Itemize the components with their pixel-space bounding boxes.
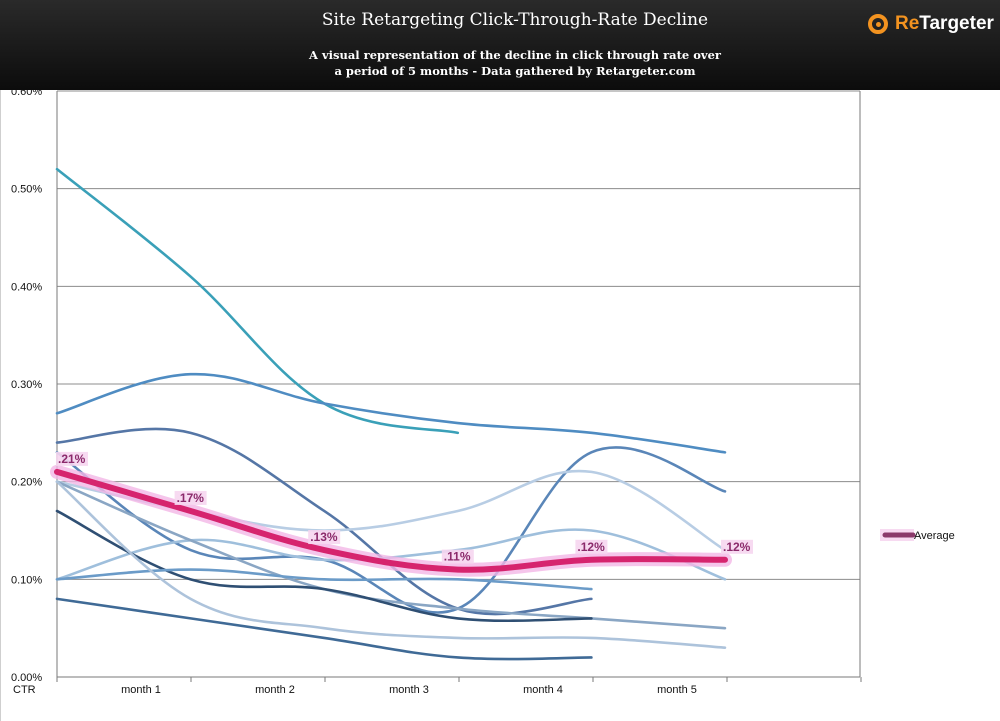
legend-label-average: Average — [914, 530, 955, 542]
average-data-label: .12% — [723, 540, 751, 554]
chart-area: 0.00% 0.10% 0.20% 0.30% 0.40% 0.50% 0.60% CTR mo… — [0, 90, 1000, 721]
chart-title: Site Retargeting Click-Through-Rate Decl… — [321, 10, 709, 30]
logo-prefix: Re — [895, 13, 920, 34]
chart-subtitle-line-1: A visual representation of the decline i… — [309, 48, 721, 62]
chart-header: Site Retargeting Click-Through-Rate Decl… — [0, 0, 1000, 90]
y-tick-label: 0.10% — [11, 574, 42, 586]
series-line-8 — [55, 509, 593, 623]
average-data-label: .13% — [310, 530, 338, 544]
y-tick-label: 0.30% — [11, 379, 42, 391]
average-data-label-bg — [56, 451, 88, 466]
average-data-label-bg — [308, 530, 341, 545]
chart-subtitle: A visual representation of the decline i… — [0, 47, 1000, 79]
chart-subtitle-line-2: a period of 5 months - Data gathered by … — [334, 64, 696, 78]
average-line-glow — [50, 464, 732, 577]
y-tick-label: 0.20% — [11, 477, 42, 489]
series-line-1 — [55, 167, 460, 435]
average-data-label: .17% — [177, 491, 205, 505]
retargeter-logo-icon — [868, 14, 888, 34]
average-data-label-bg — [575, 539, 608, 554]
average-data-label-bg — [721, 539, 753, 554]
y-tick-label: 0.60% — [11, 90, 42, 98]
retargeter-logo-text: ReTargeter — [895, 13, 994, 35]
x-tick-label: month 5 — [657, 684, 697, 696]
x-tick-label: month 3 — [389, 684, 429, 696]
average-data-label-bg — [441, 549, 474, 564]
average-line — [54, 468, 728, 573]
ctr-line-chart: 0.00% 0.10% 0.20% 0.30% 0.40% 0.50% 0.60% CTR mo… — [11, 90, 955, 696]
series-line-11 — [55, 597, 593, 661]
series-line-4 — [55, 446, 727, 614]
series-line-3 — [55, 427, 593, 616]
series-line-7 — [55, 480, 727, 630]
x-tick-label: month 2 — [255, 684, 295, 696]
series-line-9 — [55, 568, 593, 591]
series-line-10 — [55, 480, 727, 649]
x-tick-label: month 4 — [523, 684, 563, 696]
x-tick-label: month 1 — [121, 684, 161, 696]
series-line-2 — [55, 372, 727, 454]
y-tick-label: 0.40% — [11, 281, 42, 293]
average-data-label: .11% — [444, 550, 471, 564]
average-data-label: .21% — [58, 452, 86, 466]
y-tick-label: 0.50% — [11, 184, 42, 196]
x-axis-label: CTR — [13, 684, 36, 696]
average-data-label: .12% — [577, 540, 605, 554]
logo-suffix: Targeter — [919, 13, 994, 34]
average-data-label-bg — [174, 490, 207, 505]
y-tick-label: 0.00% — [11, 672, 42, 684]
